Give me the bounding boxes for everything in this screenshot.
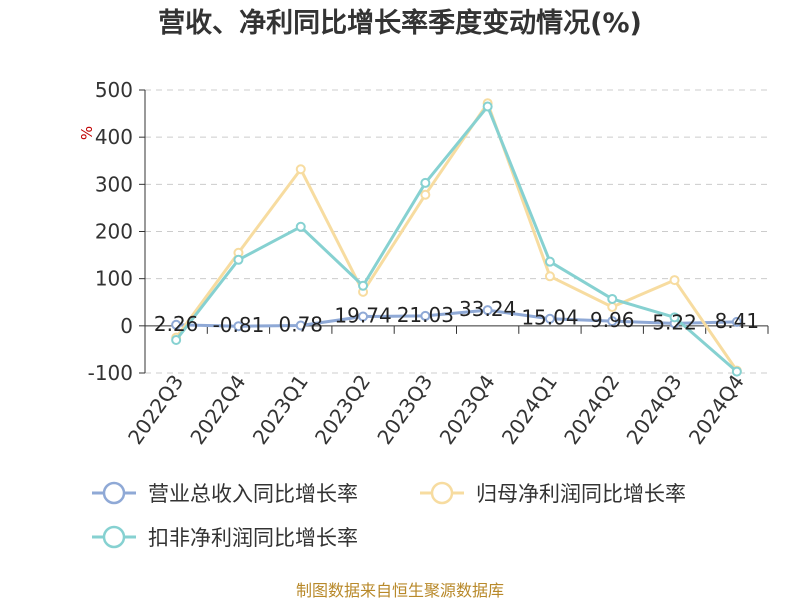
series-point (295, 221, 306, 232)
series-point (171, 334, 182, 345)
data-label: 15.04 (521, 306, 578, 330)
y-axis-unit: % (78, 126, 96, 140)
series-group (171, 98, 742, 377)
legend-label: 归母净利润同比增长率 (476, 482, 686, 506)
series-point (358, 280, 369, 291)
data-label: 5.22 (652, 310, 697, 334)
series-point (420, 189, 431, 200)
legend-swatch-marker (102, 481, 126, 505)
chart-title: 营收、净利同比增长率季度变动情况(%) (158, 7, 642, 39)
series-line (176, 308, 737, 328)
series-point (607, 316, 618, 327)
series-point (731, 366, 742, 377)
series-line (174, 105, 738, 373)
series-point (544, 271, 555, 282)
series-point (295, 164, 306, 175)
series-point (295, 320, 306, 331)
x-tick-label: 2023Q2 (310, 370, 375, 449)
x-tick-label: 2023Q4 (435, 370, 500, 449)
series-point (731, 316, 742, 327)
series-point (171, 319, 182, 330)
data-label: 9.96 (590, 308, 635, 332)
x-tick-label: 2024Q3 (621, 370, 686, 449)
y-axis: 500 400 300 200 100 0 -100 (88, 78, 146, 385)
legend-swatch-marker (430, 481, 454, 505)
x-tick-label: 2023Q1 (248, 370, 313, 449)
data-labels: 2.26 -0.81 0.78 19.74 21.03 33.24 15.04 9.96 5.2… (154, 297, 759, 337)
y-tick-label: 0 (120, 314, 133, 338)
series-point (482, 101, 493, 112)
grid (145, 89, 768, 374)
series-line (174, 101, 739, 372)
y-tick-label: 200 (95, 220, 133, 244)
y-tick-label: 500 (95, 78, 133, 102)
y-tick-label: 300 (95, 172, 133, 196)
x-tick-label: 2024Q1 (497, 370, 562, 449)
x-tick-label: 2022Q4 (185, 370, 250, 449)
legend-label: 营业总收入同比增长率 (148, 482, 358, 506)
source-note: 制图数据来自恒生聚源数据库 (296, 581, 504, 600)
data-label: 0.78 (278, 312, 323, 336)
series-point (358, 311, 369, 322)
series-point (669, 312, 680, 323)
legend-swatch-marker (102, 525, 126, 549)
data-label: 33.24 (459, 297, 516, 321)
data-label: -0.81 (213, 313, 265, 337)
x-axis: 2022Q32022Q42023Q12023Q22023Q32023Q42024… (123, 325, 769, 449)
series-point (544, 256, 555, 267)
y-tick-label: 400 (95, 125, 133, 149)
series-point (544, 313, 555, 324)
y-tick-label: 100 (95, 267, 133, 291)
series-point (482, 305, 493, 316)
data-label: 19.74 (334, 304, 391, 328)
data-label: 8.41 (715, 309, 760, 333)
data-label: 2.26 (154, 312, 199, 336)
x-tick-label: 2024Q2 (559, 370, 624, 449)
x-tick-label: 2024Q4 (684, 370, 749, 449)
series-point (420, 310, 431, 321)
x-tick-label: 2023Q3 (372, 370, 437, 449)
data-label: 21.03 (397, 303, 454, 327)
series-point (233, 254, 244, 265)
legend-label: 扣非净利润同比增长率 (148, 526, 358, 550)
series-point (233, 321, 244, 332)
series-point (607, 293, 618, 304)
y-tick-label: -100 (88, 361, 133, 385)
series-point (420, 177, 431, 188)
series-point (669, 275, 680, 286)
